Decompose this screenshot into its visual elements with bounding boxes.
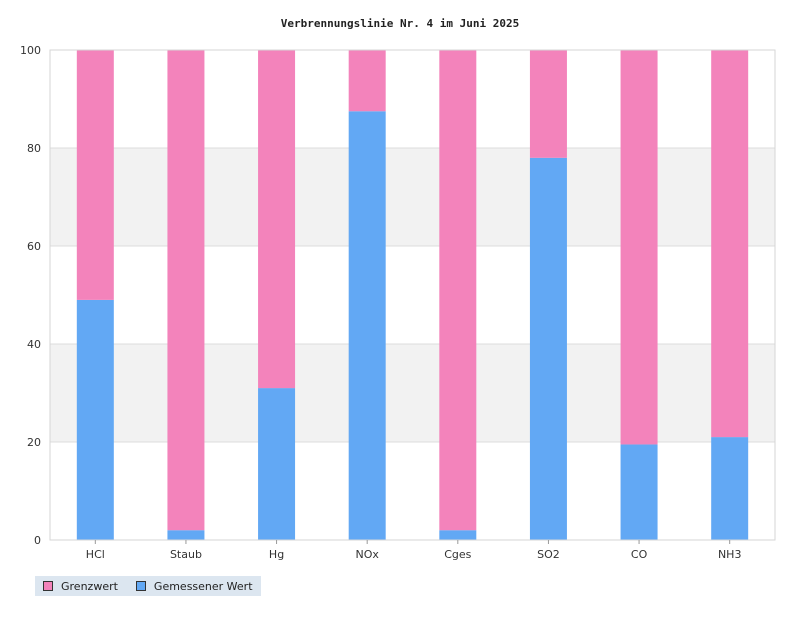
bar-gemessener-wert-hg[interactable] [258,388,296,540]
x-tick-label: Staub [170,548,202,561]
x-tick-label: Cges [444,548,471,561]
bar-gemessener-wert-cges[interactable] [439,530,477,540]
y-tick-label: 100 [20,44,41,57]
x-tick-label: CO [631,548,648,561]
plot-area [50,50,775,540]
legend: Grenzwert Gemessener Wert [35,576,261,596]
chart-title: Verbrennungslinie Nr. 4 im Juni 2025 [281,17,519,30]
bar-grenzwert-co[interactable] [620,50,658,445]
y-tick-label: 0 [34,534,41,547]
legend-label-grenzwert: Grenzwert [61,579,118,593]
plot-bars [49,49,776,541]
plot-border [49,49,776,541]
bar-grenzwert-cges[interactable] [439,50,477,531]
x-tick-label: SO2 [537,548,560,561]
bar-gemessener-wert-hcl[interactable] [76,299,114,540]
y-tick-label: 80 [27,142,41,155]
grid-band [50,148,775,246]
bar-grenzwert-staub[interactable] [167,50,205,531]
y-tick-label: 20 [27,436,41,449]
legend-label-gemessener-wert: Gemessener Wert [153,579,253,593]
x-axis-ticks: HCl Staub Hg NOx Cges SO2 CO NH3 [86,540,742,561]
bar-gemessener-wert-nox[interactable] [348,111,386,540]
bar-gemessener-wert-nh3[interactable] [711,437,749,540]
x-tick-label: HCl [86,548,105,561]
bar-grenzwert-so2[interactable] [529,50,567,158]
grid-band [50,344,775,442]
bar-gemessener-wert-so2[interactable] [529,157,567,541]
x-tick-label: NH3 [718,548,742,561]
legend-swatch-grenzwert [43,581,53,591]
legend-swatch-gemessener-wert [135,581,146,591]
bar-grenzwert-hg[interactable] [258,50,296,389]
x-tick-label: NOx [355,548,379,561]
plot-bands [50,49,775,541]
bar-gemessener-wert-co[interactable] [620,444,658,540]
bar-gemessener-wert-staub[interactable] [167,530,205,540]
legend-item-grenzwert[interactable]: Grenzwert [43,580,118,593]
bar-grenzwert-hcl[interactable] [76,50,114,300]
y-tick-label: 40 [27,338,41,351]
legend-item-gemessener-wert[interactable]: Gemessener Wert [135,579,253,593]
x-tick-label: Hg [269,548,284,561]
bar-grenzwert-nox[interactable] [348,50,386,112]
y-axis-ticks: 0 20 40 60 80 100 [20,44,41,547]
bar-grenzwert-nh3[interactable] [711,50,749,438]
y-tick-label: 60 [27,240,41,253]
